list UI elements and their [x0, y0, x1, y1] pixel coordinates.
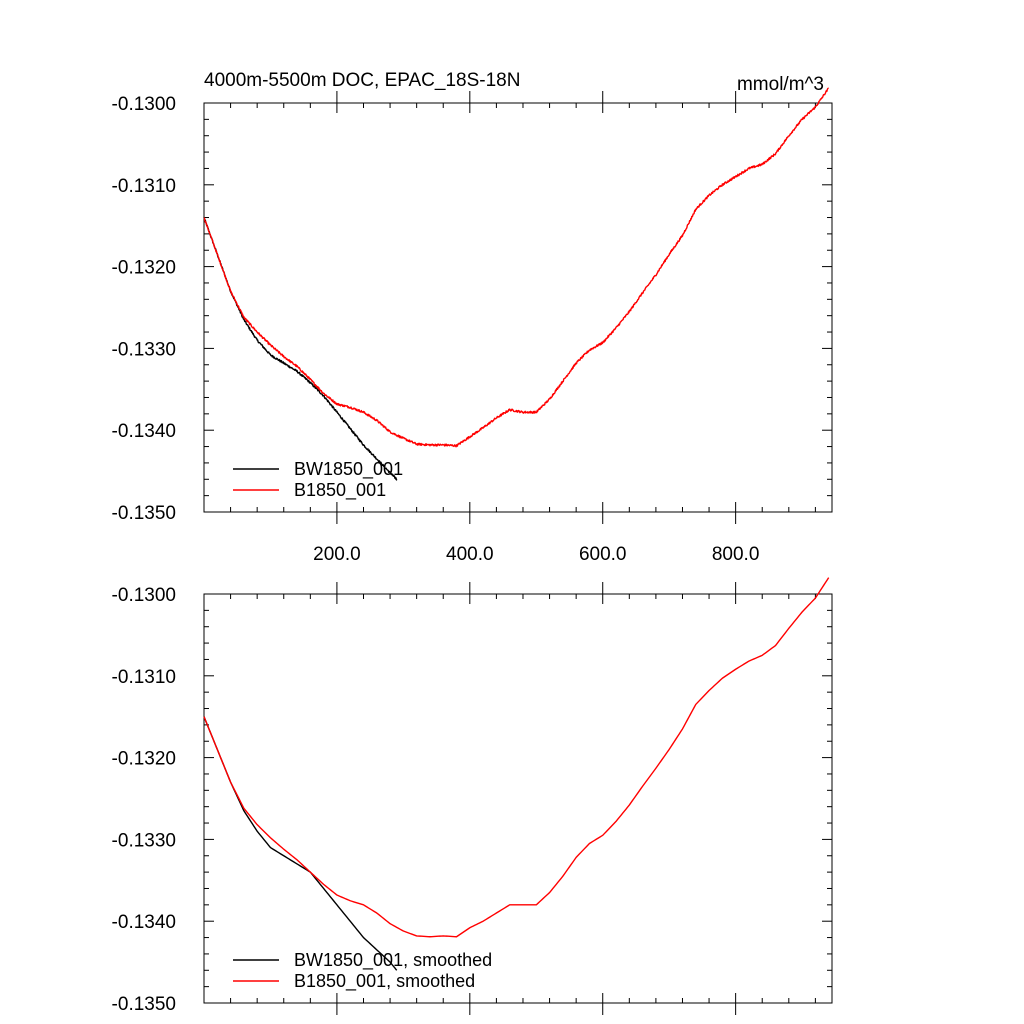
y-tick-label: -0.1340 [112, 421, 176, 442]
y-tick-label: -0.1300 [112, 585, 176, 606]
y-tick-label: -0.1310 [112, 667, 176, 688]
y-tick-label: -0.1320 [112, 749, 176, 770]
series-line-black [203, 217, 398, 481]
y-tick-label: -0.1310 [112, 176, 176, 197]
x-tick-label: 200.0 [313, 544, 361, 565]
chart-title: 4000m-5500m DOC, EPAC_18S-18N [204, 70, 520, 91]
y-tick-label: -0.1350 [112, 503, 176, 524]
units-label: mmol/m^3 [737, 74, 824, 95]
y-tick-label: -0.1350 [112, 994, 176, 1015]
x-tick-label: 800.0 [712, 544, 760, 565]
top-panel: -0.1300 -0.1310 -0.1320 -0.1330 -0.1340 -0.13… [112, 70, 833, 565]
legend-label: BW1850_001 [294, 459, 403, 480]
y-tick-label: -0.1300 [112, 94, 176, 115]
y-tick-label: -0.1340 [112, 912, 176, 933]
y-tick-label: -0.1320 [112, 258, 176, 279]
series-line-black [203, 716, 398, 971]
x-tick-label: 600.0 [579, 544, 627, 565]
plot-frame [203, 593, 833, 1004]
y-tick-label: -0.1330 [112, 830, 176, 851]
bottom-panel: -0.1300 -0.1310 -0.1320 -0.1330 -0.1340 -0.13… [112, 577, 833, 1015]
legend-label: B1850_001, smoothed [294, 971, 475, 992]
plot-frame [203, 102, 833, 513]
y-tick-label: -0.1330 [112, 339, 176, 360]
legend-label: B1850_001 [294, 480, 386, 501]
legend-label: BW1850_001, smoothed [294, 950, 492, 971]
series-line-red [203, 577, 830, 938]
series-line-red [203, 87, 829, 448]
x-tick-label: 400.0 [446, 544, 494, 565]
